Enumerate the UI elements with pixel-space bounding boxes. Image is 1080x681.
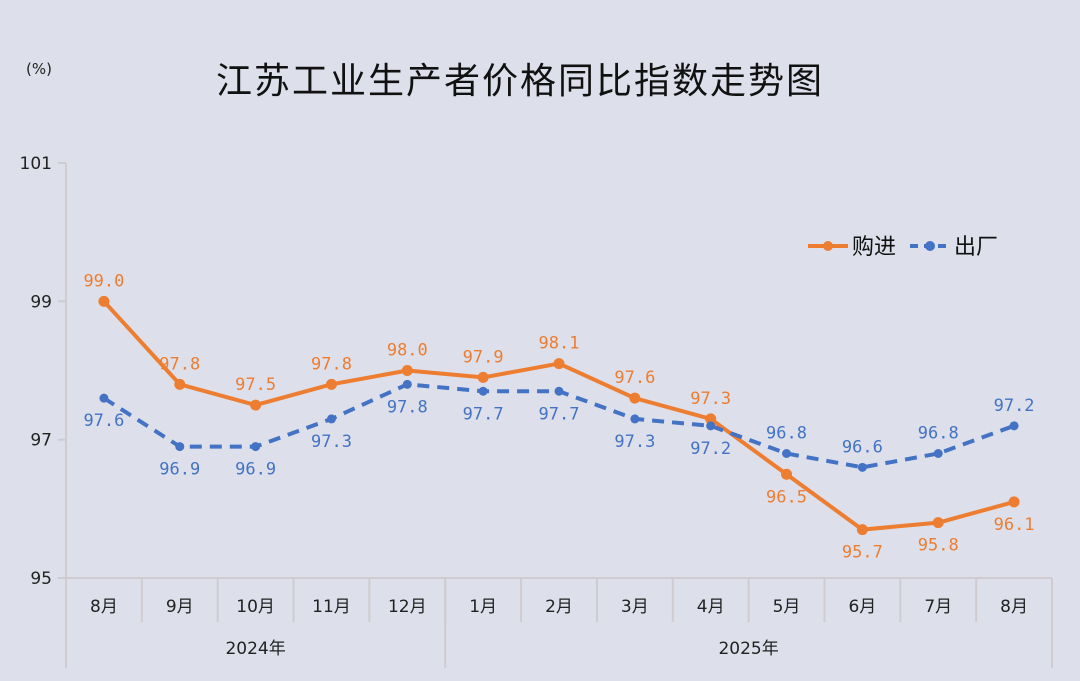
data-point bbox=[856, 524, 868, 536]
x-tick-label: 6月 bbox=[848, 597, 876, 617]
data-point bbox=[933, 449, 943, 458]
y-tick-label: 101 bbox=[20, 154, 52, 174]
data-point bbox=[326, 414, 336, 424]
x-tick-label: 9月 bbox=[166, 597, 194, 617]
data-point bbox=[781, 468, 793, 480]
data-point bbox=[402, 379, 412, 389]
data-label: 97.3 bbox=[690, 389, 731, 409]
data-label: 97.8 bbox=[311, 354, 352, 374]
data-point bbox=[477, 371, 489, 383]
data-label: 97.8 bbox=[387, 397, 428, 417]
data-label: 97.7 bbox=[539, 404, 580, 424]
data-point bbox=[554, 386, 564, 396]
data-point bbox=[250, 399, 262, 411]
data-label: 95.7 bbox=[842, 543, 883, 563]
data-point bbox=[706, 421, 716, 431]
x-tick-label: 10月 bbox=[236, 597, 275, 617]
year-label: 2025年 bbox=[718, 639, 778, 659]
y-tick-label: 99 bbox=[30, 292, 52, 312]
x-tick-label: 8月 bbox=[90, 597, 118, 617]
data-point bbox=[630, 414, 640, 424]
y-tick-label: 95 bbox=[30, 569, 52, 589]
data-label: 98.0 bbox=[387, 341, 428, 361]
x-tick-label: 11月 bbox=[312, 597, 351, 617]
data-label: 96.6 bbox=[842, 437, 883, 457]
data-point bbox=[401, 365, 413, 376]
x-tick-label: 7月 bbox=[924, 597, 952, 617]
x-tick-label: 4月 bbox=[697, 597, 725, 617]
x-tick-label: 5月 bbox=[773, 597, 801, 617]
data-label: 97.5 bbox=[235, 375, 276, 395]
data-point bbox=[1008, 496, 1020, 508]
data-point bbox=[251, 442, 261, 452]
data-point bbox=[782, 449, 792, 458]
data-point bbox=[98, 295, 110, 307]
data-point bbox=[99, 393, 109, 403]
data-label: 97.2 bbox=[690, 439, 731, 459]
data-label: 97.3 bbox=[311, 432, 352, 452]
x-tick-label: 3月 bbox=[621, 597, 649, 617]
unit-label: (%) bbox=[26, 60, 52, 78]
data-point bbox=[553, 358, 565, 370]
x-tick-label: 12月 bbox=[388, 597, 427, 617]
data-label: 97.3 bbox=[614, 432, 655, 452]
data-point bbox=[705, 413, 717, 425]
legend-label: 出厂 bbox=[954, 235, 998, 260]
data-label: 96.8 bbox=[918, 424, 959, 444]
chart-title: 江苏工业生产者价格同比指数走势图 bbox=[215, 61, 824, 102]
data-label: 96.5 bbox=[766, 487, 807, 507]
year-label: 2024年 bbox=[225, 639, 285, 659]
x-tick-label: 8月 bbox=[1000, 597, 1028, 617]
data-label: 97.6 bbox=[614, 368, 655, 388]
data-point bbox=[857, 462, 867, 472]
data-label: 96.9 bbox=[159, 460, 200, 480]
legend-label: 购进 bbox=[852, 235, 896, 260]
data-point bbox=[174, 378, 186, 390]
data-point bbox=[1009, 421, 1019, 431]
data-label: 97.8 bbox=[159, 354, 200, 374]
data-label: 99.0 bbox=[83, 271, 124, 291]
legend-swatch-marker bbox=[925, 241, 935, 251]
data-label: 95.8 bbox=[918, 536, 959, 556]
legend-swatch-marker bbox=[823, 241, 833, 251]
data-point bbox=[478, 386, 488, 396]
y-tick-label: 97 bbox=[30, 431, 52, 451]
data-label: 96.1 bbox=[994, 515, 1035, 535]
data-label: 96.9 bbox=[235, 460, 276, 480]
data-point bbox=[629, 392, 641, 404]
data-label: 97.2 bbox=[994, 396, 1035, 416]
x-tick-label: 2月 bbox=[545, 597, 573, 617]
x-tick-label: 1月 bbox=[469, 597, 497, 617]
data-label: 96.8 bbox=[766, 424, 807, 444]
data-label: 97.9 bbox=[463, 347, 504, 367]
data-point bbox=[325, 378, 337, 390]
data-label: 97.6 bbox=[83, 411, 124, 431]
data-point bbox=[932, 517, 944, 529]
data-label: 97.7 bbox=[463, 404, 504, 424]
data-point bbox=[175, 442, 185, 452]
data-label: 98.1 bbox=[539, 334, 580, 354]
